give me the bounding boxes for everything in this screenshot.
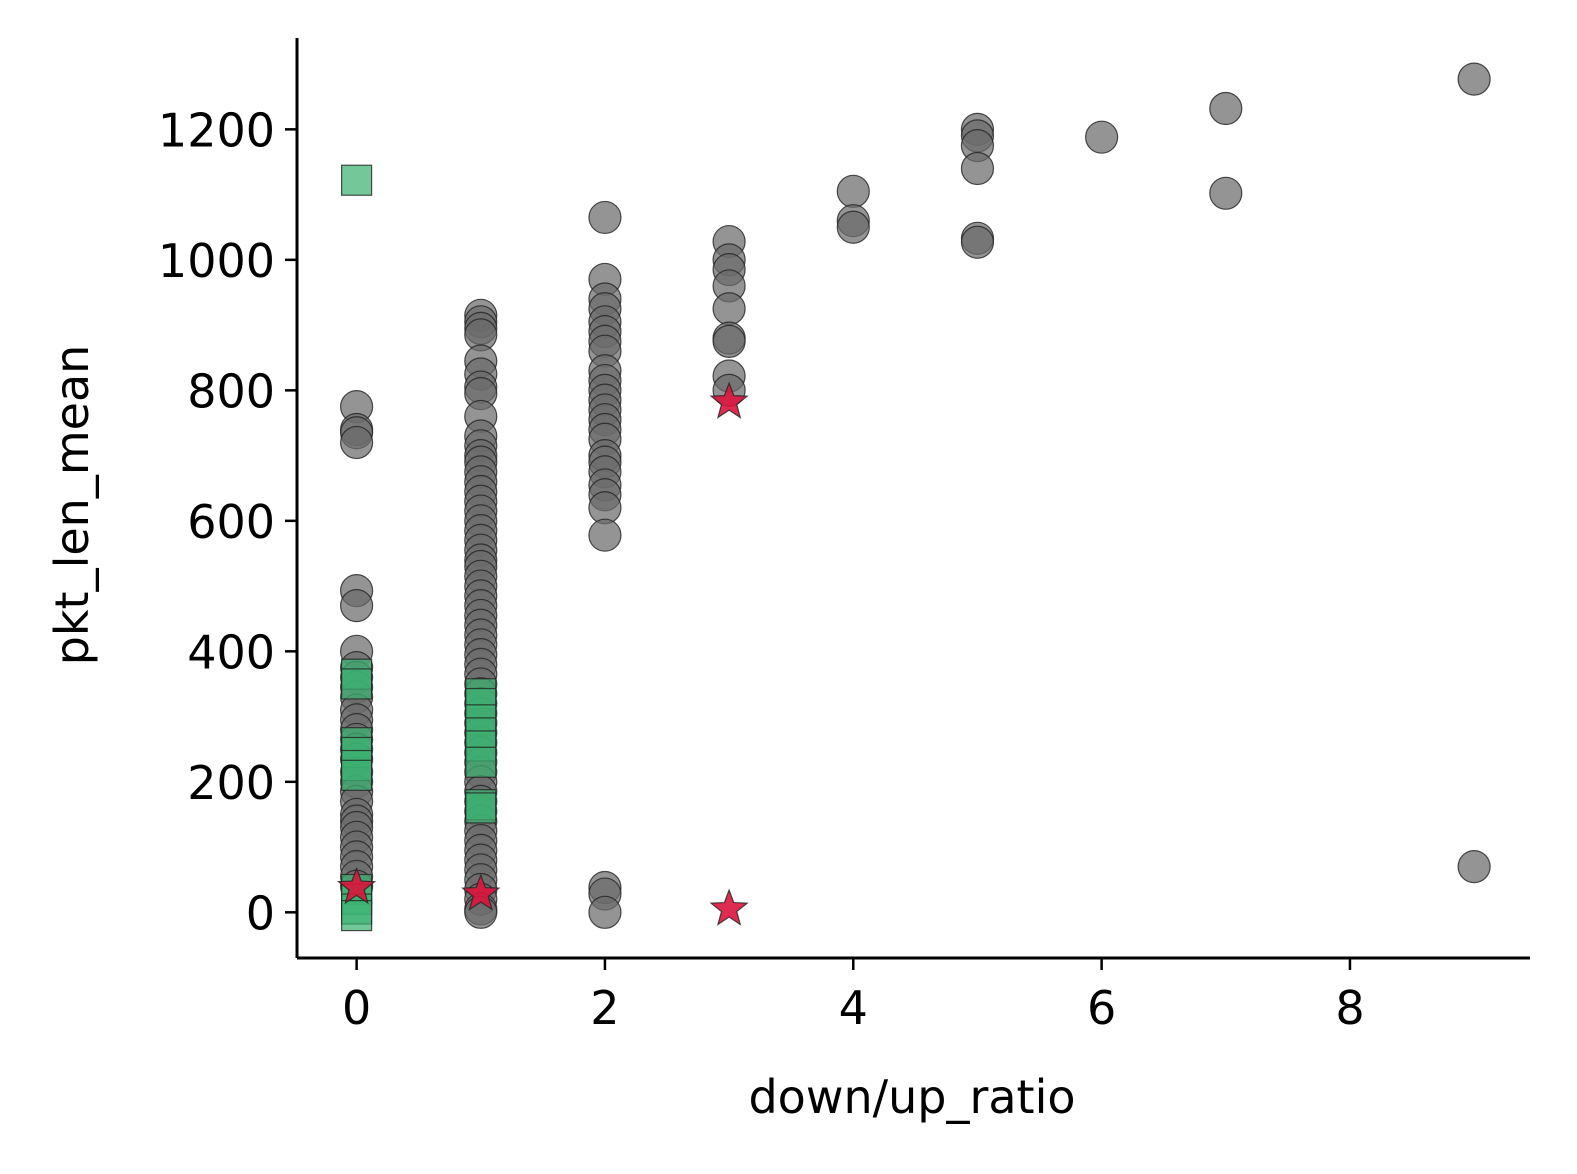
plot-area (336, 62, 1491, 932)
data-point-square (341, 899, 373, 932)
data-point-circle (340, 425, 374, 460)
y-tick-label: 0 (246, 886, 275, 940)
x-tick-label: 2 (590, 981, 619, 1035)
ticks: 0 2 4 6 8 0 200 400 600 800 1000 1200 (158, 103, 1365, 1035)
y-tick-label: 800 (187, 364, 275, 418)
data-point-star (709, 888, 749, 926)
data-point-circle (1209, 91, 1243, 126)
data-point-circle (588, 200, 622, 235)
data-point-circle (960, 225, 995, 259)
x-tick-label: 6 (1087, 981, 1116, 1035)
data-point-star (461, 873, 501, 911)
data-point-star (709, 381, 749, 419)
x-tick-label: 4 (839, 981, 868, 1035)
data-point-circle (1457, 62, 1491, 96)
y-tick-label: 200 (187, 756, 275, 810)
data-point-circle (1085, 120, 1119, 154)
data-point-circle (340, 589, 374, 623)
data-point-square (341, 164, 373, 196)
data-point-star (336, 866, 377, 905)
data-point-square (341, 759, 373, 791)
star-series (336, 381, 749, 926)
data-point-circle (712, 292, 746, 326)
circle-series (340, 62, 1491, 929)
data-point-circle (588, 895, 622, 929)
y-tick-label: 600 (187, 495, 275, 549)
axes (295, 38, 1530, 960)
data-point-circle (1457, 850, 1491, 884)
data-point-circle (836, 174, 870, 208)
data-point-circle (712, 324, 746, 359)
y-tick-label: 1200 (158, 103, 275, 157)
y-axis-label: pkt_len_mean (45, 345, 99, 666)
y-tick-label: 400 (187, 625, 275, 679)
data-point-circle (1209, 176, 1243, 210)
data-point-square (465, 746, 497, 778)
data-point-circle (588, 518, 622, 552)
data-point-square (341, 668, 373, 700)
x-tick-label: 8 (1335, 981, 1364, 1035)
y-tick-label: 1000 (158, 234, 275, 288)
data-point-circle (960, 151, 995, 186)
x-axis-label: down/up_ratio (748, 1070, 1075, 1124)
data-point-circle (836, 210, 870, 244)
x-tick-label: 0 (342, 981, 371, 1035)
data-point-square (465, 792, 497, 824)
